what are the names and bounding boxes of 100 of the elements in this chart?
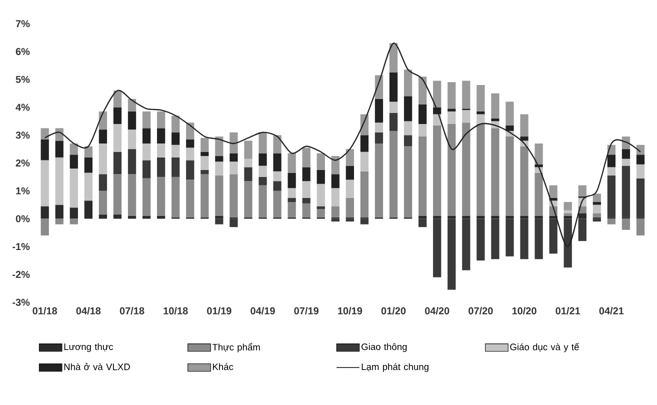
bar	[607, 176, 616, 218]
bar	[636, 164, 645, 178]
bar	[84, 157, 92, 173]
bar	[433, 218, 442, 278]
bar	[258, 185, 267, 218]
bar	[578, 218, 586, 242]
bar	[433, 125, 442, 216]
bar	[98, 214, 108, 219]
bar	[404, 135, 412, 146]
bar	[186, 148, 194, 160]
bar	[70, 218, 78, 224]
bar	[230, 174, 238, 218]
bar	[113, 152, 122, 174]
legend-label: Lạm phát chung	[362, 363, 428, 372]
y-tick-label: -2%	[12, 270, 30, 278]
bar	[404, 121, 412, 136]
bar	[476, 114, 485, 124]
x-tick-label: 04/18	[76, 307, 101, 314]
bar	[462, 122, 470, 216]
bar	[346, 218, 354, 222]
bar	[491, 128, 500, 216]
bar	[172, 176, 180, 218]
bar	[404, 70, 412, 96]
bar	[55, 204, 64, 219]
bar	[258, 153, 267, 166]
bar	[418, 124, 427, 137]
bar	[157, 111, 166, 128]
bar	[128, 149, 136, 174]
bar	[172, 132, 180, 145]
bar	[389, 112, 398, 131]
bar	[607, 154, 616, 168]
bar	[142, 111, 151, 128]
bar	[491, 93, 500, 118]
bar	[302, 181, 310, 198]
bar	[520, 218, 528, 260]
bar	[331, 206, 340, 218]
bar	[360, 171, 369, 218]
x-tick-label: 10/20	[512, 307, 536, 314]
bar	[70, 143, 78, 155]
bar	[564, 213, 572, 216]
bar	[506, 136, 514, 216]
legend-label: Khác	[212, 363, 234, 370]
bar	[273, 181, 282, 191]
bar	[374, 132, 384, 144]
bar	[316, 170, 325, 184]
bar	[331, 218, 340, 222]
bar	[302, 198, 310, 204]
bar	[258, 176, 267, 186]
bar	[157, 176, 166, 216]
bar	[273, 171, 282, 182]
bar	[113, 107, 122, 124]
bar	[200, 138, 209, 152]
bar	[258, 132, 267, 154]
bar	[70, 168, 78, 208]
bar	[448, 111, 456, 124]
bar	[578, 185, 586, 196]
bar	[55, 140, 64, 158]
bar	[462, 110, 470, 123]
bar	[40, 206, 49, 219]
bar	[636, 154, 645, 164]
bar	[157, 157, 166, 177]
bar	[476, 84, 485, 112]
bar	[506, 125, 514, 131]
bar	[491, 216, 500, 219]
x-tick-label: 01/18	[32, 307, 58, 314]
bar	[564, 218, 572, 268]
x-tick-label: 04/21	[599, 307, 624, 314]
bar	[113, 174, 122, 215]
bar	[302, 167, 310, 182]
bar	[200, 156, 209, 170]
bar	[476, 218, 485, 261]
x-tick-label: 07/18	[120, 307, 144, 314]
bar	[578, 213, 586, 219]
bar	[462, 218, 470, 270]
bar	[288, 188, 296, 198]
bar	[142, 128, 151, 144]
bar	[316, 208, 325, 218]
bar	[288, 153, 296, 173]
line-series	[44, 42, 642, 248]
bar	[592, 202, 601, 205]
bar	[244, 167, 252, 182]
bar	[316, 153, 325, 170]
bar	[128, 130, 136, 150]
bar	[433, 80, 442, 108]
bar	[258, 166, 267, 177]
bar	[186, 180, 194, 218]
bar	[374, 122, 384, 132]
bar	[244, 181, 252, 218]
bar	[506, 216, 514, 219]
y-tick-label: -1%	[12, 243, 30, 250]
bar	[622, 218, 630, 230]
bar	[374, 143, 384, 218]
bar	[40, 160, 49, 206]
bar	[84, 172, 92, 201]
bar	[316, 184, 325, 206]
bar	[549, 218, 558, 254]
bar	[592, 213, 601, 218]
bar	[564, 202, 572, 210]
bar	[346, 180, 354, 198]
bar	[273, 135, 282, 154]
